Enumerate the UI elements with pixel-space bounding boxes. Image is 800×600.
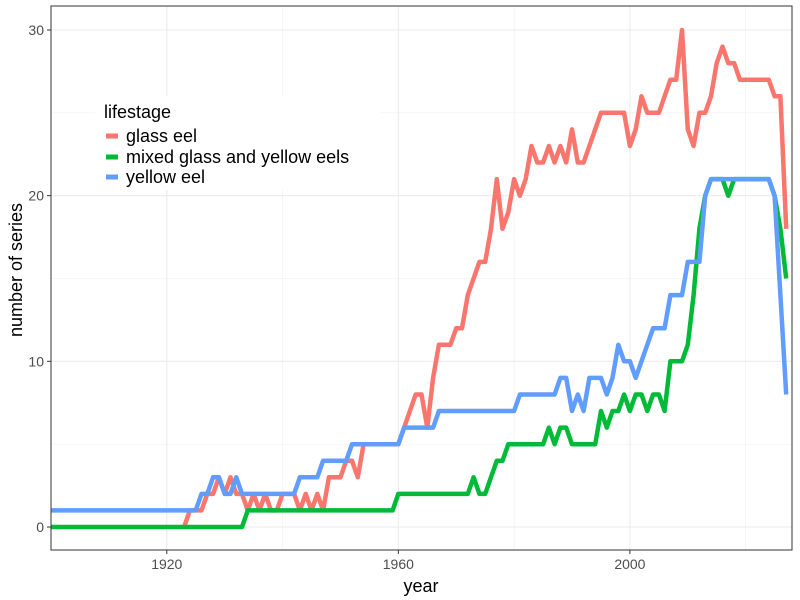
y-tick-label: 0 [36, 519, 44, 535]
axis-ticks [47, 29, 631, 554]
y-axis-title: number of series [6, 203, 26, 337]
x-tick-label: 1920 [151, 556, 182, 572]
panel-border [50, 5, 793, 551]
series-line-yellow-eel [51, 176, 789, 513]
x-tick-label: 1960 [383, 556, 414, 572]
x-tick-label: 2000 [614, 556, 645, 572]
y-tick-label: 10 [28, 353, 44, 369]
y-tick-label: 30 [28, 22, 44, 38]
x-axis-title: year [403, 576, 438, 596]
legend: lifestage glass eel mixed glass and yell… [95, 96, 380, 190]
legend-label-mixed-glass-and-yellow-eels: mixed glass and yellow eels [126, 147, 349, 167]
legend-title: lifestage [104, 102, 171, 122]
panel-background [51, 6, 792, 550]
legend-label-glass-eel: glass eel [126, 126, 197, 146]
series-layer [51, 27, 789, 530]
axis-tick-labels: 1920 1960 2000 0 10 20 30 [28, 22, 645, 572]
y-tick-label: 20 [28, 188, 44, 204]
legend-label-yellow-eel: yellow eel [126, 167, 205, 187]
legend-background [95, 96, 380, 190]
series-line-mixed-glass-and-yellow-eels [51, 176, 789, 530]
